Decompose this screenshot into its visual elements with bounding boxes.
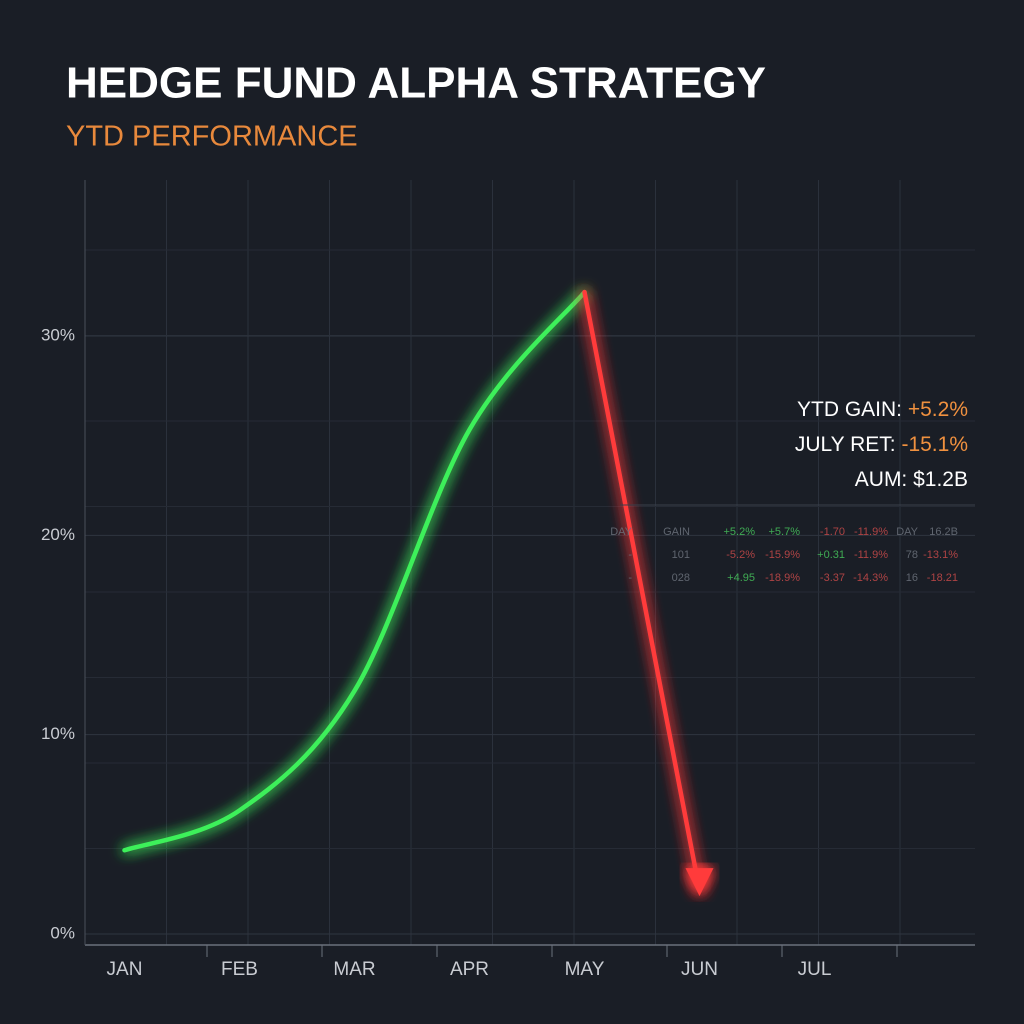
table-cell: +0.31 [817, 549, 845, 561]
stat-value: +5.2% [908, 398, 968, 421]
table-cell: -3.37 [820, 572, 845, 584]
table-cell: -1.70 [820, 526, 845, 538]
table-cell: -11.9% [854, 526, 888, 538]
x-tick-label: JUL [798, 959, 832, 980]
stat-label: JULY RET: [795, 433, 896, 456]
table-cell: -18.9% [765, 572, 800, 584]
table-cell: -11.9% [854, 549, 888, 561]
table-cell: +5.7% [769, 526, 801, 538]
x-tick-label: JAN [107, 959, 143, 980]
table-cell: - [628, 572, 632, 584]
y-tick-label: 20% [41, 525, 75, 544]
x-tick-label: MAY [565, 959, 605, 980]
table-cell: -15.9% [765, 549, 800, 561]
table-cell: - [628, 549, 632, 561]
y-tick-label: 30% [41, 325, 75, 344]
table-cell: -18.21 [927, 572, 958, 584]
y-tick-label: 10% [41, 724, 75, 743]
series-line [582, 289, 702, 893]
y-tick-label: 0% [50, 923, 75, 942]
table-cell: -14.3% [853, 572, 888, 584]
stat-label: AUM: [855, 468, 908, 491]
stat: AUM: $1.2B [855, 468, 968, 491]
table-cell: 78 [906, 549, 918, 561]
table-cell: 16 [906, 572, 918, 584]
x-tick-label: JUN [681, 959, 718, 980]
table-cell: +5.2% [724, 526, 756, 538]
x-tick-label: MAR [333, 959, 375, 980]
arrow-head [685, 868, 714, 897]
chart-subtitle: YTD PERFORMANCE [66, 121, 358, 153]
stat: JULY RET: -15.1% [795, 433, 968, 456]
grid: 0% 10% 20% 30% JAN FEB MAR APR MAY JUN JUL [41, 180, 975, 980]
stat-label: YTD GAIN: [797, 398, 902, 421]
table-cell: DAY [610, 526, 632, 538]
table-cell: -5.2% [726, 549, 755, 561]
table-cell: -13.1% [923, 549, 958, 561]
table-cell: GAIN [663, 526, 690, 538]
table-cell: DAY [896, 526, 918, 538]
x-tick-label: FEB [221, 959, 258, 980]
table-cell: 16.2B [929, 526, 958, 538]
stat-value: -15.1% [901, 433, 968, 456]
plot: YTD GAIN: +5.2% JULY RET: -15.1% AUM: $1.2… [122, 289, 975, 897]
series-line [122, 289, 587, 853]
x-tick-label: APR [450, 959, 489, 980]
table-cell: 101 [672, 549, 690, 561]
stat-value: $1.2B [913, 468, 968, 491]
table-cell: 028 [672, 572, 690, 584]
table-cell: +4.95 [727, 572, 755, 584]
stat: YTD GAIN: +5.2% [797, 398, 968, 421]
chart-title: HEDGE FUND ALPHA STRATEGY [66, 59, 766, 108]
